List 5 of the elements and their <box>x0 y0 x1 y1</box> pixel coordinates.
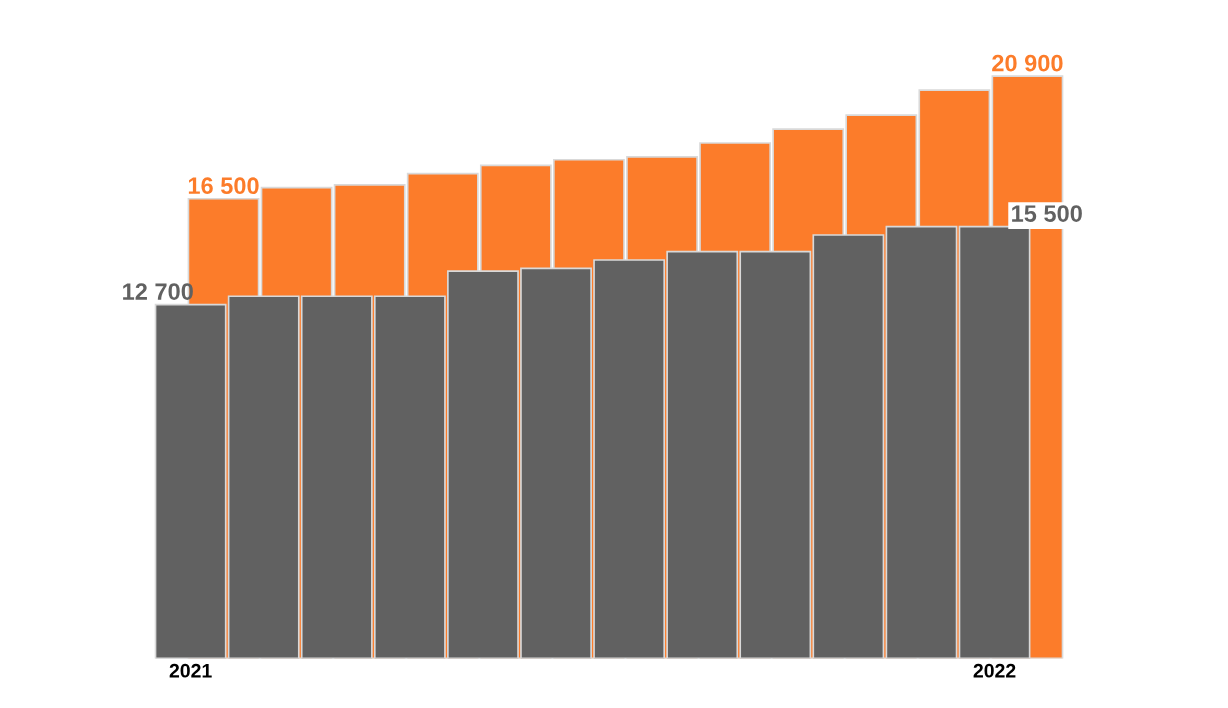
x-tick-label: 2022 <box>973 663 1016 678</box>
x-tick-label: 2021 <box>169 663 212 678</box>
data-label: 16 500 <box>188 177 259 195</box>
data-label: 15 500 <box>1012 205 1082 222</box>
data-label: 20 900 <box>992 54 1063 72</box>
